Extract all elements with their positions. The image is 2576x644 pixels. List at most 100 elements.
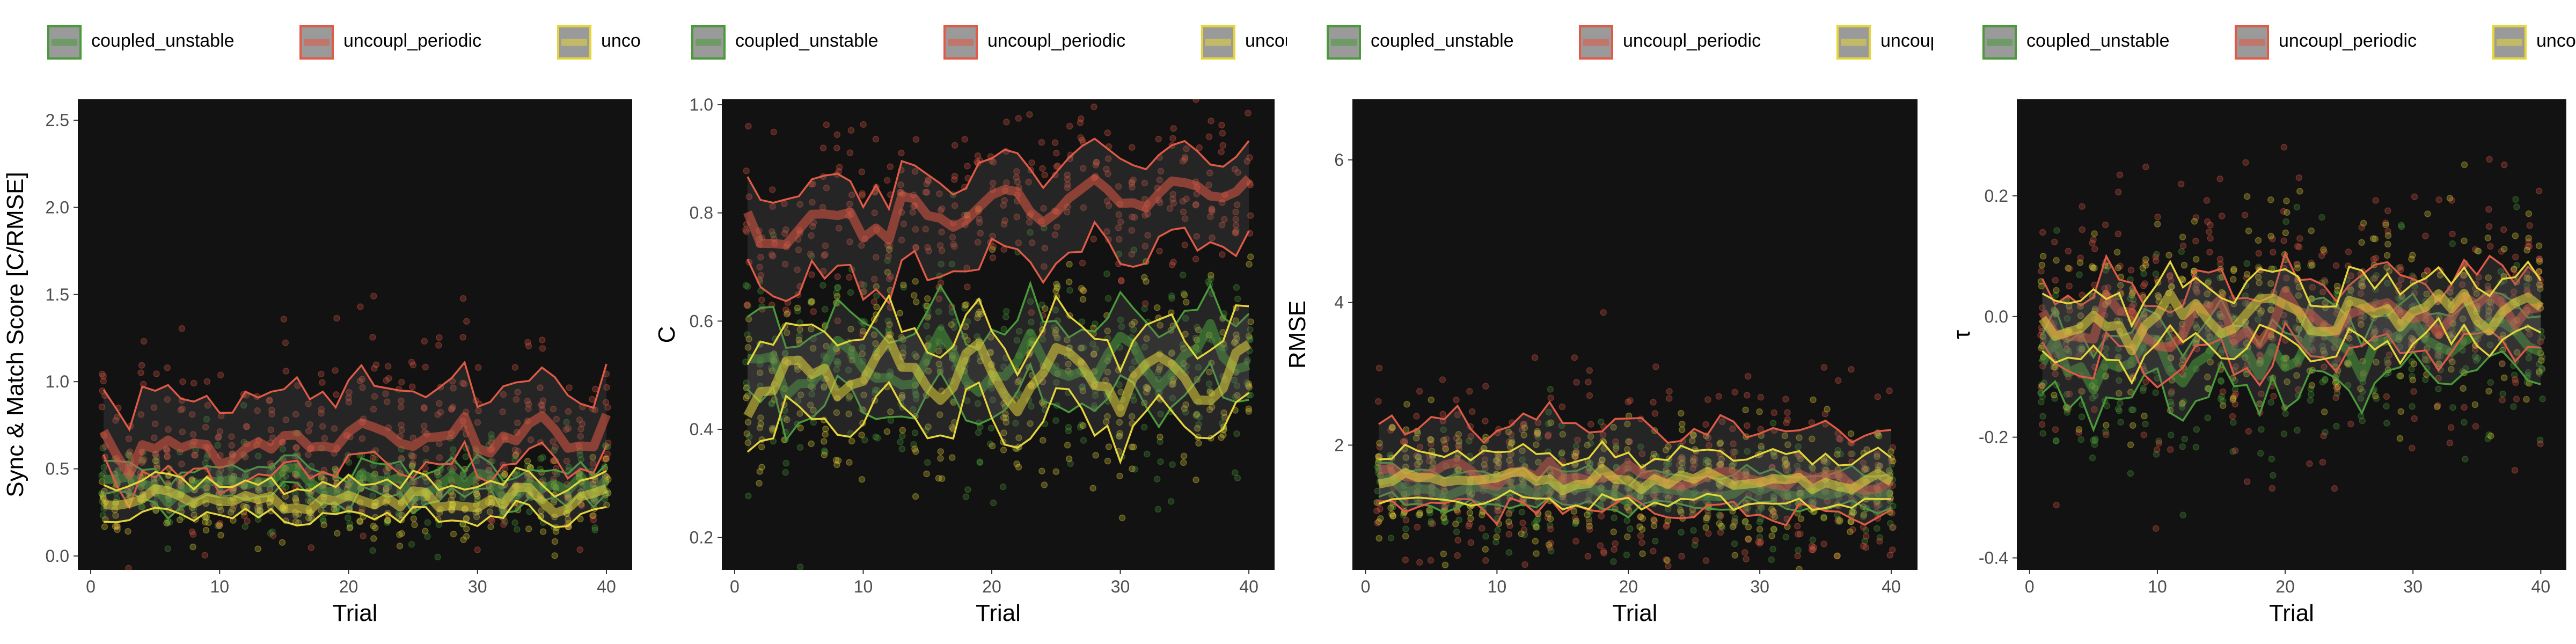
data-point (2333, 282, 2341, 290)
data-point (1179, 197, 1187, 205)
data-point (925, 178, 932, 185)
data-point (822, 242, 829, 250)
data-point (2231, 392, 2238, 400)
data-point (897, 181, 904, 188)
data-point (885, 326, 892, 333)
data-point (2498, 248, 2505, 255)
data-point (2180, 261, 2188, 269)
data-point (913, 392, 920, 399)
data-point (2091, 406, 2098, 413)
data-point (1041, 244, 1049, 252)
data-point (1820, 514, 1827, 521)
legend-label: coupled_unstable (2026, 31, 2170, 51)
x-tick-label: 20 (2275, 577, 2295, 596)
data-point (1600, 550, 1607, 557)
data-point (1168, 349, 1176, 356)
data-point (964, 318, 971, 325)
series-uncoupl_unstable (1378, 440, 1894, 511)
data-point (2192, 255, 2200, 263)
data-point (769, 425, 776, 432)
data-point (176, 516, 184, 523)
y-tick-label: 1.0 (690, 95, 713, 114)
plot-area (2037, 144, 2546, 532)
data-point (2487, 433, 2494, 440)
data-point (1795, 443, 1802, 450)
data-point (810, 407, 817, 414)
data-point (2308, 382, 2316, 389)
data-point (1520, 431, 1527, 438)
data-point (360, 532, 367, 539)
data-point (1650, 399, 1657, 406)
data-point (2334, 383, 2341, 390)
data-point (1505, 549, 1513, 556)
data-point (254, 407, 261, 414)
data-point (1130, 397, 1137, 404)
plot-area (1373, 309, 1897, 578)
data-point (2484, 235, 2492, 241)
data-point (835, 358, 841, 365)
data-point (1797, 515, 1805, 522)
data-point (2346, 335, 2353, 342)
series-uncoupl_unstable (103, 466, 608, 529)
data-point (1103, 197, 1111, 204)
data-point (848, 437, 855, 445)
data-point (1118, 277, 1125, 284)
data-point (501, 471, 508, 478)
data-point (1375, 453, 1382, 460)
data-point (2089, 263, 2096, 270)
data-point (2217, 377, 2224, 384)
data-point (1506, 443, 1514, 450)
data-point (500, 521, 507, 528)
data-point (2384, 360, 2391, 367)
data-point (961, 302, 969, 309)
data-point (1810, 396, 1817, 404)
data-point (2499, 332, 2507, 339)
data-point (1015, 115, 1022, 122)
data-point (1718, 523, 1725, 530)
data-point (473, 495, 481, 503)
data-point (202, 514, 209, 522)
data-point (1808, 572, 1814, 578)
data-point (808, 298, 816, 305)
data-point (1455, 442, 1462, 449)
data-point (1505, 428, 1512, 436)
data-point (591, 524, 598, 531)
x-axis-label: Trial (976, 600, 1021, 626)
data-point (924, 244, 931, 251)
data-point (1612, 438, 1619, 445)
data-point (2141, 280, 2148, 287)
data-point (2358, 321, 2365, 328)
chart-panel-4: coupled_unstableuncoupl_periodicuncoupl_… (1949, 25, 2576, 626)
data-point (1519, 447, 1526, 455)
data-point (2139, 265, 2147, 272)
data-point (2334, 355, 2341, 363)
data-point (1402, 426, 1410, 433)
data-point (356, 518, 364, 525)
data-point (768, 400, 775, 408)
data-point (2485, 311, 2492, 318)
data-point (1247, 326, 1254, 333)
data-point (2293, 260, 2301, 268)
data-point (2525, 210, 2533, 217)
data-point (2117, 282, 2124, 289)
data-point (1731, 514, 1739, 522)
data-point (2050, 363, 2058, 371)
data-point (1507, 440, 1515, 447)
data-point (332, 465, 339, 472)
ci-lo-line (747, 220, 1250, 305)
data-point (1247, 212, 1254, 219)
data-point (950, 324, 958, 331)
data-point (1052, 332, 1060, 339)
data-point (2280, 144, 2288, 151)
data-point (2231, 401, 2239, 408)
legend-label: uncoupl_periodic (1623, 31, 1761, 51)
data-point (203, 415, 210, 423)
data-point (371, 365, 378, 372)
data-point (1426, 507, 1433, 514)
data-point (201, 552, 208, 559)
data-point (1506, 522, 1513, 529)
data-point (1402, 454, 1410, 461)
data-point (1180, 290, 1188, 297)
data-point (873, 292, 880, 299)
data-point (1547, 525, 1554, 532)
